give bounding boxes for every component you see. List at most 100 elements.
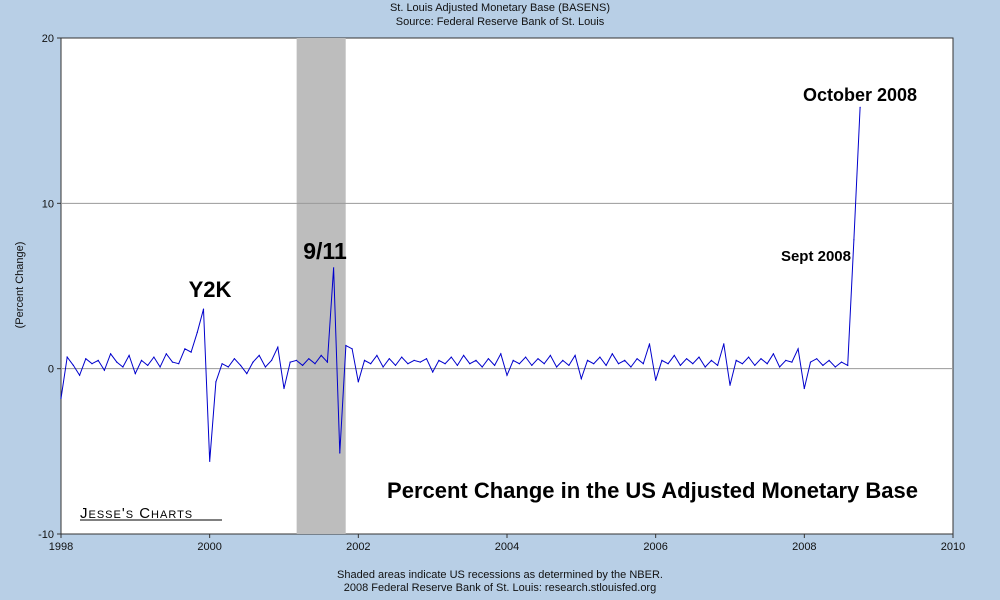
chart-title: St. Louis Adjusted Monetary Base (BASENS…: [389, 2, 611, 14]
data-point: [394, 364, 397, 366]
data-point: [333, 267, 335, 269]
data-point: [295, 359, 297, 361]
data-point: [66, 356, 68, 358]
data-point: [772, 353, 775, 355]
data-point: [655, 379, 657, 381]
data-point: [419, 361, 421, 363]
data-point: [184, 348, 186, 350]
data-point: [363, 359, 366, 361]
data-point: [748, 356, 750, 358]
data-point: [283, 387, 285, 390]
data-point: [271, 359, 273, 361]
data-point: [134, 373, 136, 375]
data-point: [512, 359, 514, 361]
data-point: [586, 359, 589, 361]
data-point: [432, 371, 434, 373]
data-point: [487, 358, 489, 360]
data-point: [165, 353, 167, 355]
data-point: [840, 361, 843, 363]
data-point: [648, 343, 651, 345]
data-point: [506, 374, 508, 376]
data-point: [599, 356, 601, 358]
data-point: [469, 363, 471, 365]
data-point: [642, 363, 644, 365]
data-point: [128, 354, 130, 356]
data-point: [717, 364, 719, 366]
data-point: [240, 364, 242, 366]
data-point: [159, 366, 161, 368]
data-point: [475, 359, 477, 361]
data-point: [407, 363, 409, 365]
data-point: [673, 354, 675, 356]
data-point: [277, 346, 279, 348]
data-point: [246, 373, 248, 375]
annotation-sept-2008: Sept 2008: [781, 248, 851, 265]
data-point: [258, 354, 260, 356]
data-point: [630, 366, 632, 368]
y-tick-label: -10: [38, 529, 54, 541]
data-point: [388, 358, 390, 360]
annotation-chart-caption: Percent Change in the US Adjusted Moneta…: [387, 478, 918, 503]
data-point: [500, 353, 502, 355]
data-point: [320, 354, 322, 356]
footer-copyright: 2008 Federal Reserve Bank of St. Louis: …: [343, 582, 657, 594]
y-tick-label: 20: [42, 33, 54, 45]
data-point: [190, 351, 192, 353]
x-tick-label: 2010: [941, 541, 965, 553]
data-point: [859, 106, 861, 108]
x-tick-label: 2008: [792, 541, 816, 553]
data-point: [79, 374, 81, 376]
data-point: [103, 369, 105, 371]
x-tick-label: 2000: [197, 541, 221, 553]
data-point: [233, 358, 235, 360]
data-point: [605, 364, 607, 366]
data-point: [704, 366, 706, 368]
y-tick-label: 0: [48, 364, 54, 376]
data-point: [413, 359, 415, 361]
data-point: [766, 363, 768, 365]
data-point: [667, 363, 669, 365]
data-point: [438, 359, 440, 361]
x-tick-label: 2004: [495, 541, 519, 553]
data-point: [698, 356, 700, 358]
data-point: [481, 366, 483, 368]
footer-note: Shaded areas indicate US recessions as d…: [337, 569, 663, 581]
data-point: [574, 354, 576, 356]
data-point: [308, 358, 310, 360]
data-point: [60, 397, 62, 399]
data-point: [692, 363, 694, 365]
data-point: [661, 359, 663, 361]
data-point: [525, 356, 527, 358]
data-point: [171, 361, 174, 363]
data-point: [252, 361, 254, 363]
data-point: [562, 359, 564, 361]
data-point: [741, 363, 744, 365]
data-point: [568, 364, 570, 366]
data-point: [494, 364, 496, 366]
data-point: [202, 308, 205, 310]
data-point: [822, 364, 824, 366]
data-point: [580, 378, 582, 380]
data-point: [153, 356, 155, 358]
data-point: [847, 364, 849, 366]
annotation-october-2008: October 2008: [803, 85, 917, 105]
data-point: [110, 353, 112, 355]
x-tick-label: 2002: [346, 541, 370, 553]
data-point: [221, 363, 223, 365]
data-point: [302, 364, 304, 366]
data-point: [85, 358, 87, 360]
data-point: [760, 358, 762, 360]
data-point: [624, 359, 626, 361]
data-point: [723, 343, 725, 345]
x-tick-label: 1998: [49, 541, 73, 553]
data-point: [828, 359, 830, 361]
data-point: [809, 361, 812, 363]
data-point: [611, 353, 613, 355]
data-point: [314, 363, 316, 365]
data-point: [91, 363, 93, 365]
data-point: [636, 358, 638, 360]
data-point: [370, 363, 372, 365]
data-point: [785, 359, 787, 361]
data-point: [537, 358, 539, 360]
